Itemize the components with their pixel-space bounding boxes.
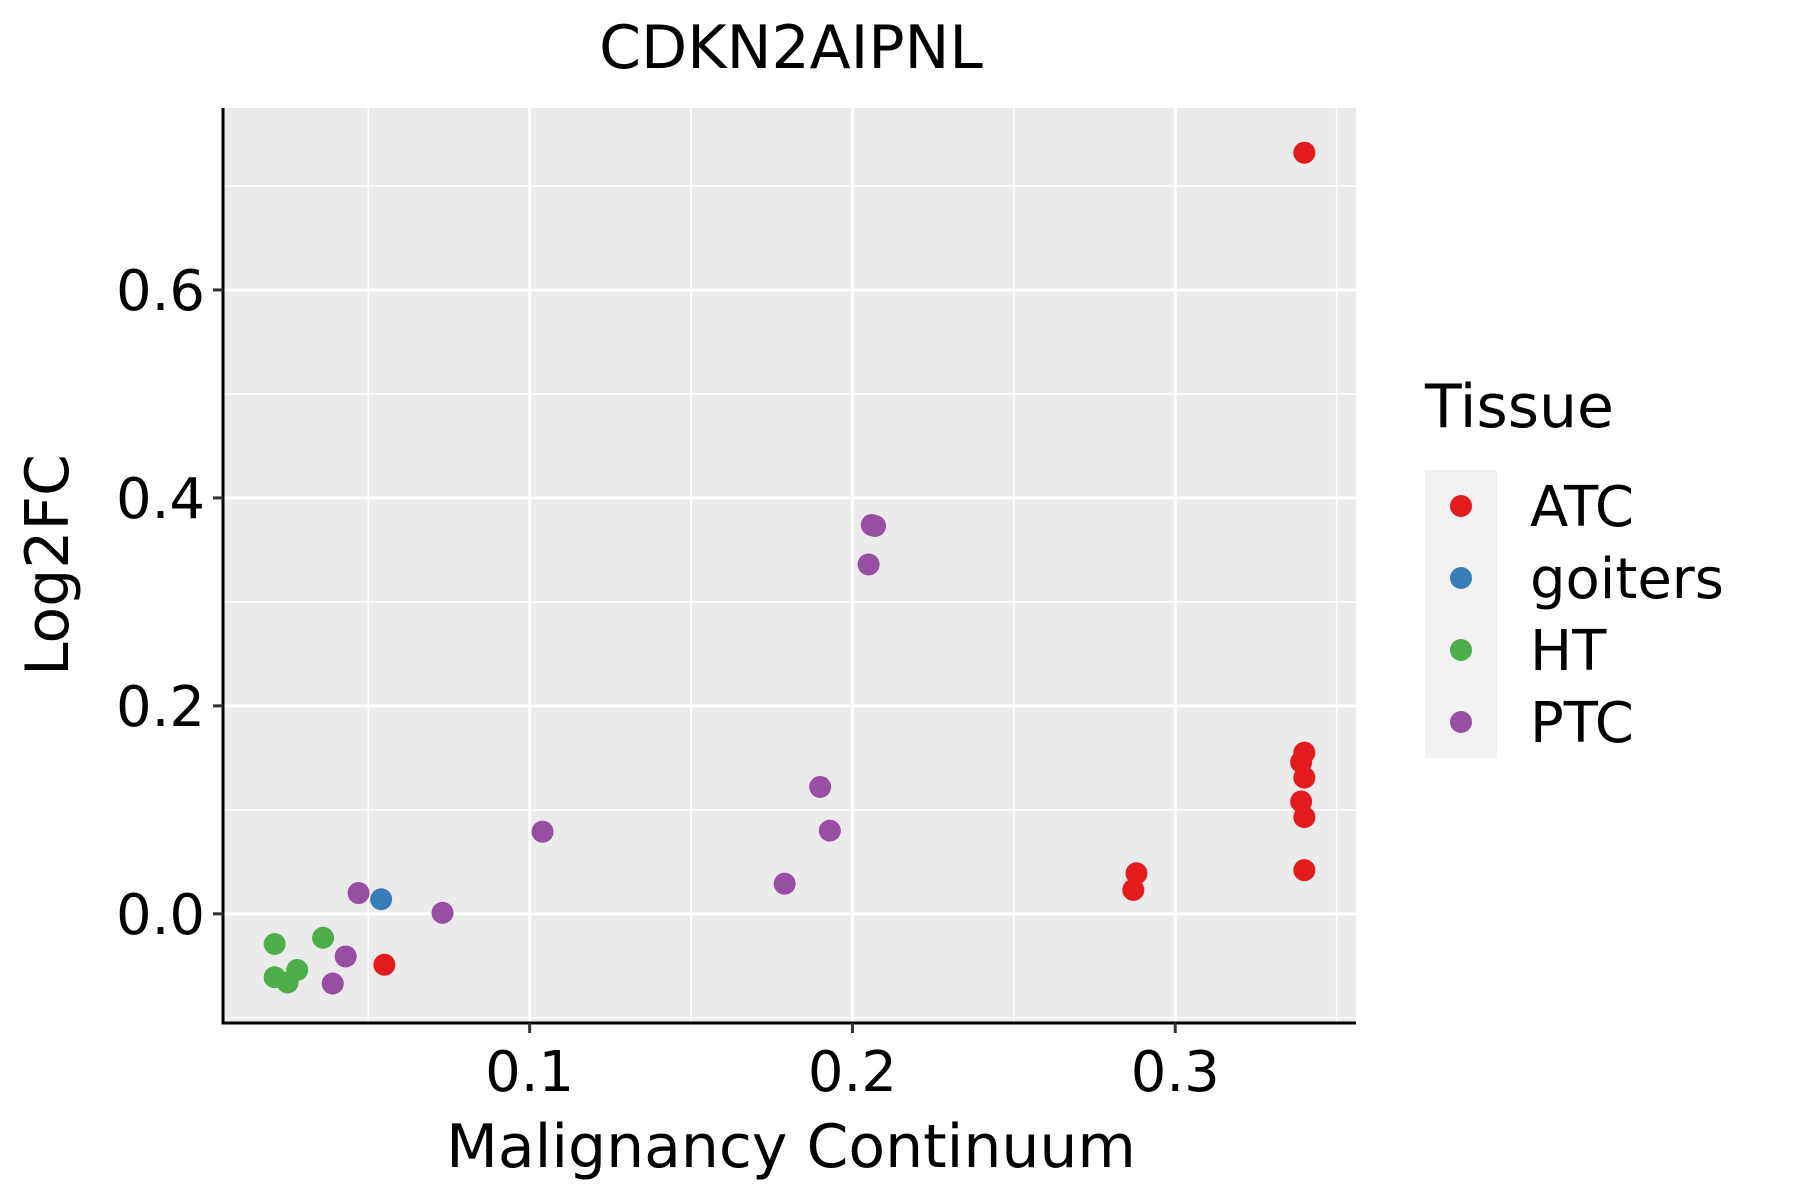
legend-key-goiters [1450, 567, 1472, 589]
data-point-ht-1 [312, 926, 335, 949]
data-point-ptc-1 [860, 513, 883, 536]
plot-panel [223, 108, 1356, 1023]
legend-key-atc [1450, 495, 1472, 517]
y-tick-label: 0.2 [116, 675, 205, 740]
y-tick-label: 0.0 [116, 883, 205, 948]
data-point-atc-5 [1293, 806, 1316, 829]
data-point-ht-0 [263, 932, 286, 955]
data-point-ptc-5 [531, 820, 554, 843]
data-point-ptc-10 [321, 972, 344, 995]
y-axis-title: Log2FC [13, 454, 83, 676]
data-point-atc-6 [1293, 859, 1316, 882]
data-point-ptc-4 [818, 819, 841, 842]
data-point-atc-0 [1293, 141, 1316, 164]
data-point-atc-9 [373, 953, 396, 976]
data-point-ptc-3 [809, 775, 832, 798]
plot-area: 0.0 0.2 0.4 0.6 0.1 0.2 0.3 [116, 108, 1356, 1105]
legend-label-atc: ATC [1530, 475, 1634, 540]
data-point-ptc-2 [857, 553, 880, 576]
y-tick-label: 0.4 [116, 467, 205, 532]
chart-title: CDKN2AIPNL [599, 13, 983, 83]
y-tick-label: 0.6 [116, 259, 205, 324]
data-point-ht-4 [276, 971, 299, 994]
x-axis-title: Malignancy Continuum [446, 1112, 1136, 1182]
data-point-atc-3 [1293, 766, 1316, 789]
data-point-ptc-8 [431, 901, 454, 924]
x-tick-label: 0.3 [1131, 1040, 1220, 1105]
legend-key-ht [1450, 639, 1472, 661]
data-point-ptc-6 [773, 872, 796, 895]
x-tick-label: 0.2 [808, 1040, 897, 1105]
data-point-ptc-7 [347, 882, 370, 905]
legend-label-ptc: PTC [1530, 691, 1634, 756]
data-point-ptc-9 [334, 945, 357, 968]
data-point-atc-7 [1125, 862, 1148, 885]
legend-key-background [1425, 470, 1497, 758]
x-tick-label: 0.1 [485, 1040, 574, 1105]
legend-key-ptc [1450, 711, 1472, 733]
legend-label-ht: HT [1530, 619, 1607, 684]
legend-label-goiters: goiters [1530, 547, 1724, 612]
legend: Tissue ATC goiters HT PTC [1424, 372, 1724, 758]
data-point-goiters-0 [370, 888, 393, 911]
data-point-atc-8 [1122, 878, 1145, 901]
legend-title: Tissue [1424, 372, 1614, 442]
